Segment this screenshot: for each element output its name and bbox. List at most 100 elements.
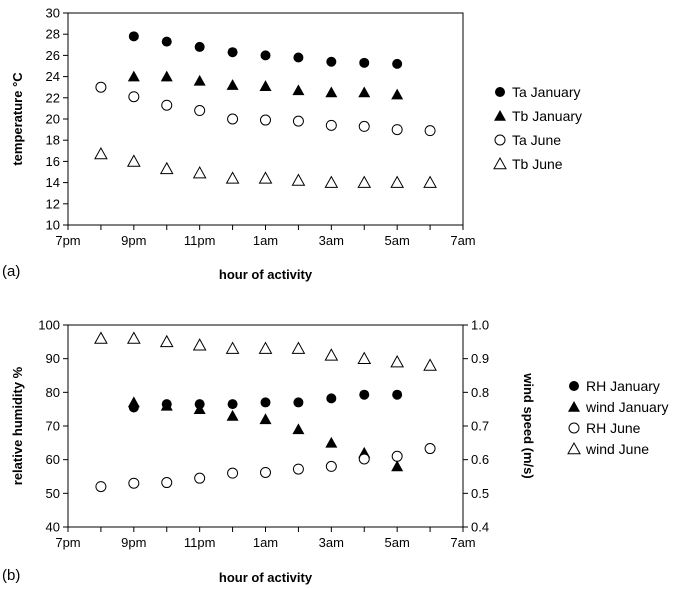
data-point — [292, 423, 305, 435]
data-point — [194, 472, 206, 484]
data-point — [292, 84, 305, 96]
x-tick-label: 5am — [385, 535, 410, 550]
legend-marker-rh-january — [569, 381, 579, 391]
legend-label-wind-june: wind June — [585, 441, 649, 457]
data-point — [423, 358, 437, 371]
data-point — [192, 338, 207, 351]
data-point — [94, 146, 108, 160]
data-point — [127, 396, 140, 408]
data-point — [358, 86, 371, 98]
data-point — [194, 105, 206, 117]
data-point — [358, 120, 370, 132]
y2-tick-label: 0.4 — [471, 520, 489, 535]
legend-marker-ta-june — [494, 134, 506, 146]
data-point — [193, 403, 206, 414]
data-point — [390, 355, 405, 368]
y-tick-label: 100 — [38, 318, 60, 333]
data-point — [128, 91, 140, 103]
data-point — [95, 81, 107, 93]
legend-label-wind-january: wind January — [585, 399, 669, 415]
data-point — [258, 341, 273, 354]
y2-tick-label: 0.5 — [471, 486, 489, 501]
data-point — [260, 397, 271, 408]
data-point — [423, 175, 437, 188]
x-tick-label: 1am — [253, 233, 278, 248]
data-point — [226, 409, 239, 421]
y2-tick-label: 0.7 — [471, 419, 489, 434]
x-tick-label: 5am — [385, 233, 410, 248]
data-point — [127, 70, 140, 82]
x-tick-label: 7am — [450, 233, 475, 248]
legend-marker-wind-june — [567, 441, 581, 455]
y-tick-label: 70 — [46, 419, 60, 434]
data-point — [392, 58, 403, 69]
data-point — [392, 389, 403, 400]
panel-label: (a) — [2, 263, 20, 280]
data-point — [324, 175, 339, 188]
data-point — [391, 460, 404, 472]
series-rh-june — [95, 443, 436, 493]
x-tick-label: 3am — [319, 233, 344, 248]
legend-label-rh-january: RH January — [586, 378, 660, 394]
data-point — [292, 115, 304, 127]
y-tick-label: 60 — [46, 452, 60, 467]
data-point — [225, 341, 240, 354]
legend: RH January wind January RH June wind June — [567, 378, 669, 457]
legend-marker-ta-january — [495, 87, 505, 97]
y2-tick-label: 0.6 — [471, 452, 489, 467]
data-point — [291, 341, 306, 354]
data-point — [260, 466, 271, 478]
data-point — [260, 114, 271, 126]
y-tick-label: 22 — [46, 90, 60, 105]
data-point — [126, 154, 141, 167]
data-point — [194, 41, 205, 52]
x-axis-title: hour of activity — [219, 267, 313, 282]
data-point — [227, 399, 238, 410]
data-point — [126, 331, 141, 344]
y-tick-label: 40 — [46, 520, 60, 535]
legend-marker-tb-june — [493, 156, 507, 170]
y2-tick-label: 0.8 — [471, 385, 489, 400]
data-point — [424, 125, 436, 137]
legend-label-tb-june: Tb June — [512, 156, 563, 172]
data-point — [258, 171, 273, 184]
data-point — [324, 348, 339, 361]
x-axis-title: hour of activity — [219, 570, 313, 585]
data-point — [128, 31, 139, 42]
data-point — [424, 443, 436, 455]
y-axis-title: temperature °C — [10, 72, 25, 166]
data-point — [225, 171, 240, 184]
y2-tick-label: 1.0 — [471, 318, 489, 333]
y2-tick-label: 0.9 — [471, 351, 489, 366]
x-tick-label: 7pm — [55, 535, 80, 550]
data-point — [160, 399, 173, 411]
data-point — [390, 175, 405, 188]
y-tick-label: 16 — [46, 154, 60, 169]
x-tick-label: 11pm — [184, 233, 216, 248]
data-point — [325, 119, 337, 131]
y-tick-label: 80 — [46, 385, 60, 400]
data-point — [357, 175, 372, 188]
data-point — [159, 161, 174, 175]
x-tick-label: 9pm — [121, 535, 146, 550]
y-tick-label: 28 — [46, 27, 60, 42]
y-tick-label: 30 — [46, 6, 60, 21]
panel-label: (b) — [2, 567, 20, 584]
y-tick-label: 10 — [46, 218, 60, 233]
data-point — [160, 70, 173, 82]
y-tick-label: 18 — [46, 133, 60, 148]
y-tick-label: 14 — [46, 175, 60, 190]
x-tick-label: 11pm — [184, 535, 216, 550]
data-point — [325, 436, 338, 448]
data-point — [94, 331, 108, 344]
data-point — [227, 47, 238, 58]
data-point — [227, 113, 239, 125]
legend-marker-tb-january — [494, 110, 506, 121]
data-point — [95, 481, 107, 493]
data-point — [326, 393, 337, 404]
x-tick-label: 1am — [253, 535, 278, 550]
data-point — [291, 173, 306, 186]
y-tick-label: 24 — [46, 69, 60, 84]
data-point — [161, 99, 173, 111]
